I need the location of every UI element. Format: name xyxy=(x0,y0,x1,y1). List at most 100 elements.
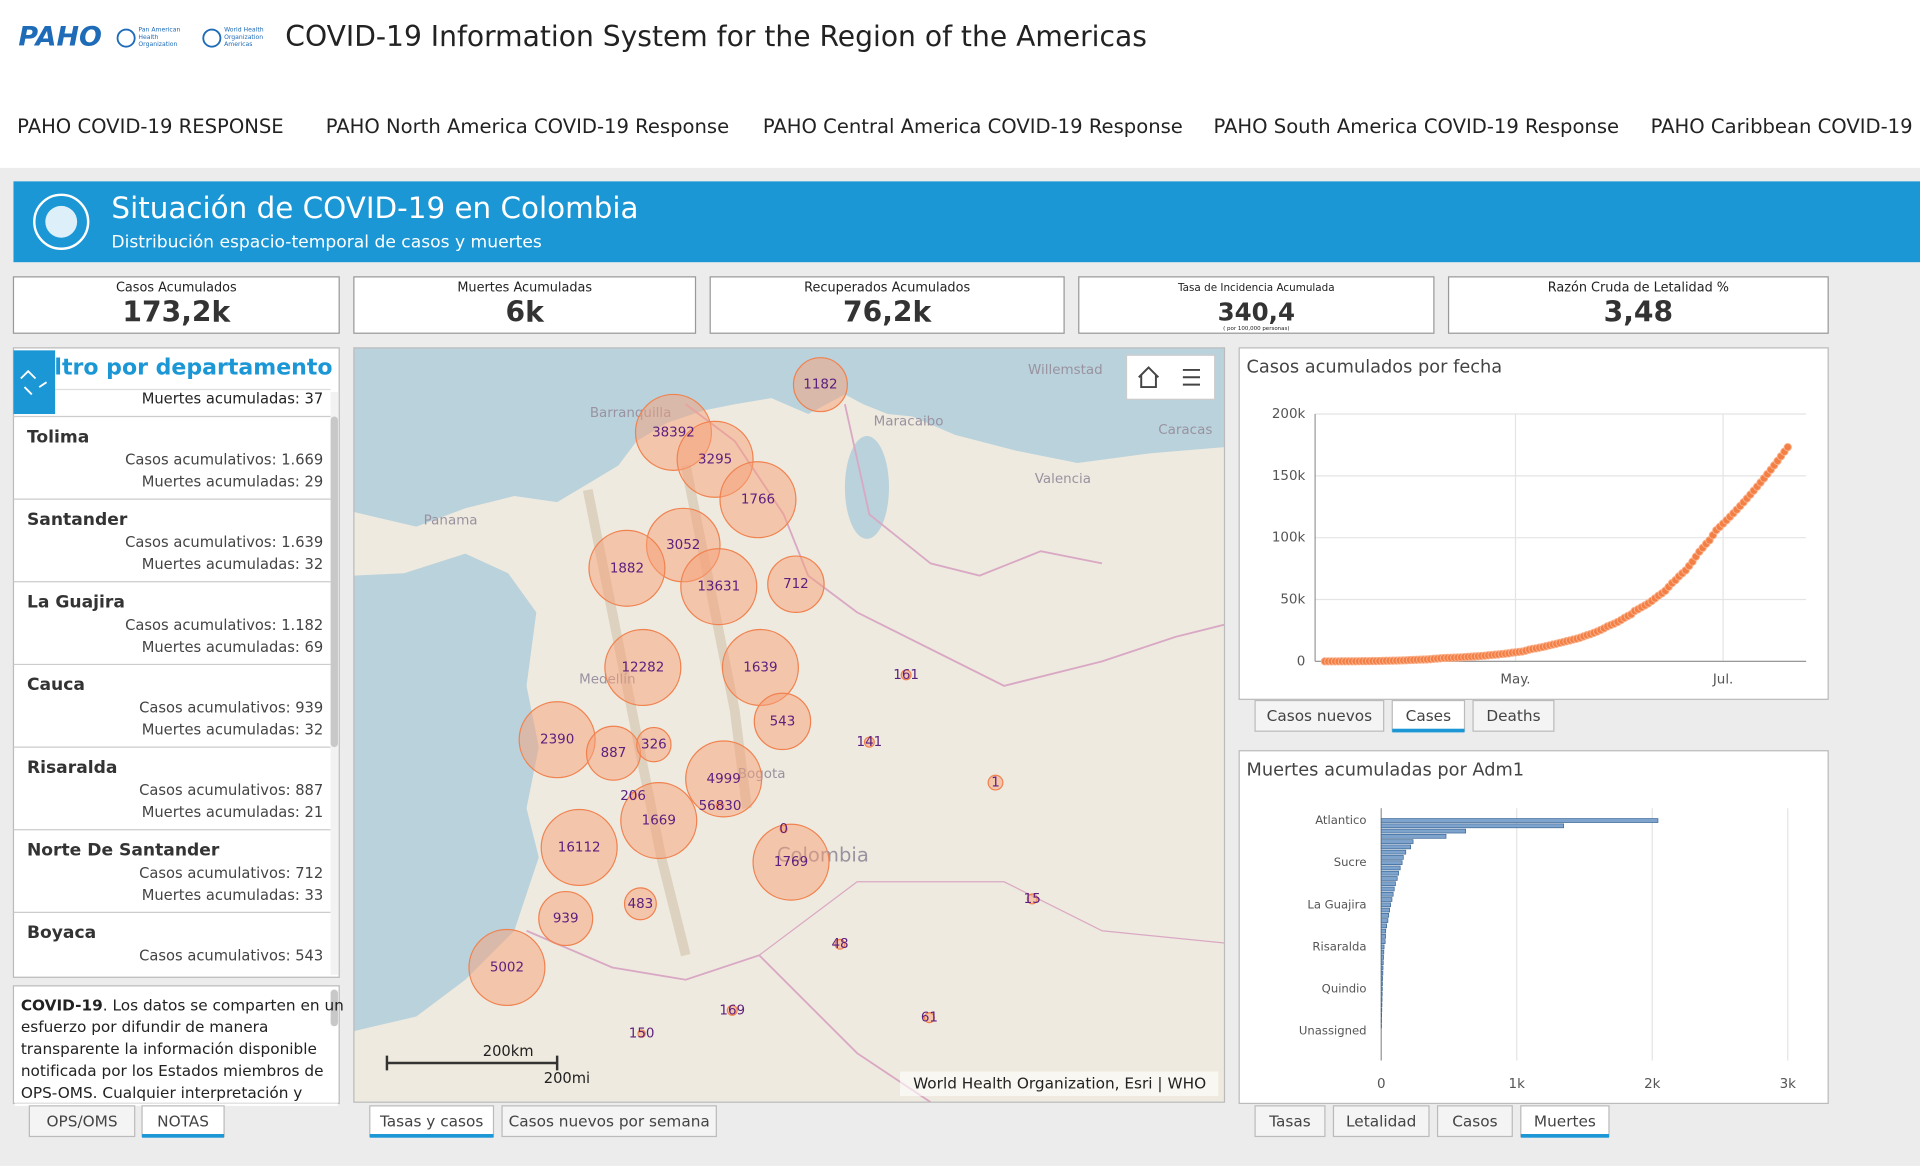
bar[interactable] xyxy=(1380,944,1385,950)
bar[interactable] xyxy=(1380,976,1383,981)
bar[interactable] xyxy=(1380,912,1390,918)
bar[interactable] xyxy=(1380,965,1384,971)
bar[interactable] xyxy=(1380,876,1398,881)
bubble[interactable] xyxy=(468,928,546,1007)
bubble[interactable] xyxy=(588,529,666,607)
item-name[interactable]: La Guajira xyxy=(27,593,125,613)
bar[interactable] xyxy=(1380,960,1384,966)
bar[interactable] xyxy=(1380,918,1389,923)
bar[interactable] xyxy=(1380,991,1383,997)
bar[interactable] xyxy=(1380,934,1386,939)
bar[interactable] xyxy=(1380,907,1390,913)
bar[interactable] xyxy=(1380,955,1384,960)
bubble[interactable] xyxy=(538,890,594,947)
tab-label[interactable]: Casos xyxy=(1452,1112,1497,1130)
nav-link[interactable]: PAHO Caribbean COVID-19 xyxy=(1651,115,1913,138)
bar[interactable] xyxy=(1380,881,1396,887)
nav-link[interactable]: PAHO COVID-19 RESPONSE xyxy=(17,115,284,138)
bar[interactable] xyxy=(1380,1007,1383,1013)
bubble[interactable] xyxy=(900,669,912,681)
bubble[interactable] xyxy=(752,823,830,901)
bar[interactable] xyxy=(1380,849,1407,855)
bubble[interactable] xyxy=(540,808,618,887)
bubble[interactable] xyxy=(620,781,698,860)
bar[interactable] xyxy=(1380,855,1404,860)
bar[interactable] xyxy=(1380,997,1383,1002)
bar[interactable] xyxy=(1380,828,1467,834)
bar[interactable] xyxy=(1380,970,1384,976)
tab[interactable] xyxy=(1436,1105,1513,1138)
bar[interactable] xyxy=(1380,834,1447,839)
bar[interactable] xyxy=(1380,923,1388,929)
bar[interactable] xyxy=(1380,891,1394,897)
bubble[interactable] xyxy=(1026,893,1038,905)
tab[interactable] xyxy=(1391,699,1466,732)
bar[interactable] xyxy=(1380,823,1564,829)
bubble[interactable] xyxy=(834,938,846,950)
bar[interactable] xyxy=(1380,897,1393,902)
bar[interactable] xyxy=(1380,949,1385,955)
bar[interactable] xyxy=(1380,870,1399,876)
nav-link[interactable]: PAHO North America COVID-19 Response xyxy=(326,115,729,138)
tab-label[interactable]: Deaths xyxy=(1486,707,1540,725)
bubble-label: 3052 xyxy=(666,538,700,553)
bubble[interactable] xyxy=(767,555,825,613)
bubble[interactable] xyxy=(719,461,797,539)
bar[interactable] xyxy=(1380,939,1386,944)
item-name[interactable]: Cauca xyxy=(27,675,85,695)
tab-label[interactable]: Cases xyxy=(1406,707,1451,725)
bar[interactable] xyxy=(1380,839,1414,844)
bar[interactable] xyxy=(1380,818,1659,823)
bar[interactable] xyxy=(1380,886,1395,892)
bubble[interactable] xyxy=(637,1029,646,1038)
item-name[interactable]: Tolima xyxy=(27,427,89,447)
tab-label[interactable]: OPS/OMS xyxy=(47,1112,118,1130)
bar[interactable] xyxy=(1380,1002,1383,1008)
tab-label[interactable]: Casos nuevos xyxy=(1267,707,1372,725)
item-name[interactable]: Risaralda xyxy=(27,758,118,778)
item-name[interactable]: Norte De Santander xyxy=(27,841,220,861)
tab-label[interactable]: Muertes xyxy=(1534,1112,1596,1130)
tab[interactable] xyxy=(1332,1105,1430,1138)
tab-label[interactable]: Letalidad xyxy=(1346,1112,1416,1130)
bubble[interactable] xyxy=(680,548,758,626)
tab-label[interactable]: Tasas y casos xyxy=(379,1112,483,1130)
bubble[interactable] xyxy=(726,1004,738,1016)
bubble[interactable] xyxy=(715,801,725,811)
legend-button[interactable] xyxy=(1182,368,1200,386)
bubble[interactable] xyxy=(685,740,763,818)
bubble[interactable] xyxy=(987,774,1004,791)
bubble[interactable] xyxy=(792,357,848,413)
tab[interactable] xyxy=(369,1105,495,1138)
bar[interactable] xyxy=(1380,986,1383,992)
accessibility-button[interactable] xyxy=(13,350,56,415)
bar[interactable] xyxy=(1380,844,1411,850)
bar[interactable] xyxy=(1380,860,1403,865)
tab[interactable] xyxy=(1520,1105,1610,1138)
tab[interactable] xyxy=(1254,699,1385,732)
bubble[interactable] xyxy=(923,1012,935,1024)
item-name[interactable]: Santander xyxy=(27,510,128,530)
nav-link[interactable]: PAHO South America COVID-19 Response xyxy=(1213,115,1619,138)
bubble[interactable] xyxy=(604,628,682,707)
bubble[interactable] xyxy=(636,726,672,763)
nav-link[interactable]: PAHO Central America COVID-19 Response xyxy=(763,115,1183,138)
bar[interactable] xyxy=(1380,928,1387,934)
tab[interactable] xyxy=(1472,699,1555,732)
scroll-thumb[interactable] xyxy=(330,416,338,748)
tab-label[interactable]: Tasas xyxy=(1268,1112,1311,1130)
tab[interactable] xyxy=(501,1105,717,1138)
bubble[interactable] xyxy=(863,736,875,748)
scroll-thumb[interactable] xyxy=(330,989,338,1027)
bubble[interactable] xyxy=(623,887,657,921)
home-button[interactable] xyxy=(1138,366,1160,389)
item-name[interactable]: Boyaca xyxy=(27,923,96,943)
tab[interactable] xyxy=(28,1105,136,1138)
tab[interactable] xyxy=(1254,1105,1326,1138)
bar[interactable] xyxy=(1380,865,1401,871)
bar[interactable] xyxy=(1380,981,1383,987)
tab-label[interactable]: Casos nuevos por semana xyxy=(509,1112,710,1130)
bar[interactable] xyxy=(1380,902,1391,908)
tab-label[interactable]: NOTAS xyxy=(157,1112,209,1130)
bubble[interactable] xyxy=(753,692,812,751)
